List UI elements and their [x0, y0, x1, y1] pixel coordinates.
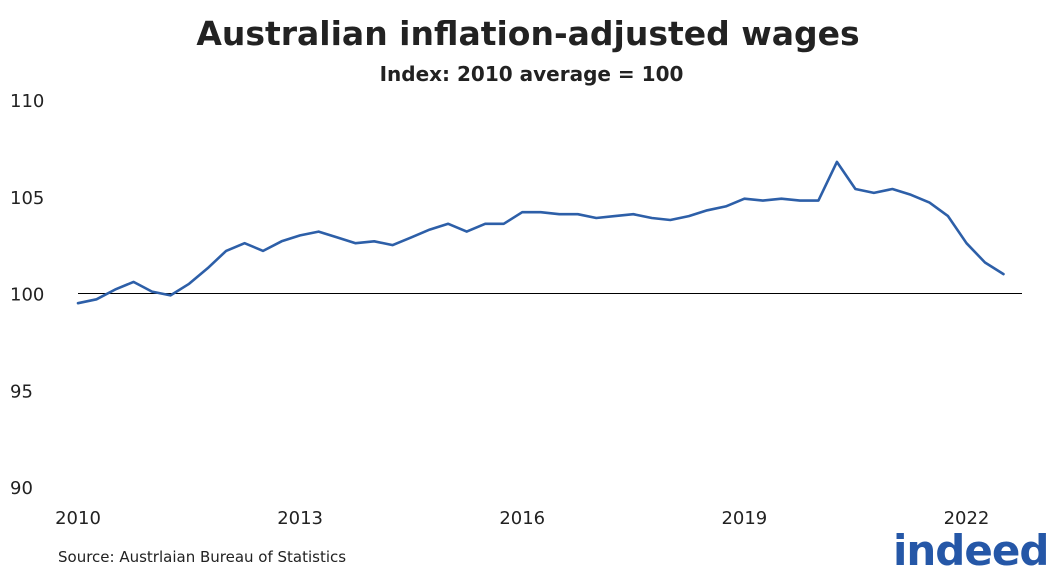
y-tick-label: 110: [10, 91, 44, 112]
wage-index-line: [76, 160, 1005, 305]
chart-subtitle: Index: 2010 average = 100: [379, 62, 684, 86]
x-tick-label: 2013: [277, 508, 323, 529]
y-tick-label: 95: [10, 381, 33, 402]
source-note: Source: Austrlaian Bureau of Statistics: [58, 548, 347, 566]
indeed-logo[interactable]: indeed: [893, 526, 1049, 575]
y-tick-label: 105: [10, 188, 44, 209]
x-tick-label: 2022: [944, 508, 990, 529]
y-tick-label: 90: [10, 478, 33, 499]
x-tick-label: 2010: [55, 508, 101, 529]
x-tick-label: 2019: [721, 508, 767, 529]
x-tick-label: 2016: [499, 508, 545, 529]
y-tick-label: 100: [10, 285, 44, 306]
chart-title: Australian inflation-adjusted wages: [196, 14, 860, 53]
